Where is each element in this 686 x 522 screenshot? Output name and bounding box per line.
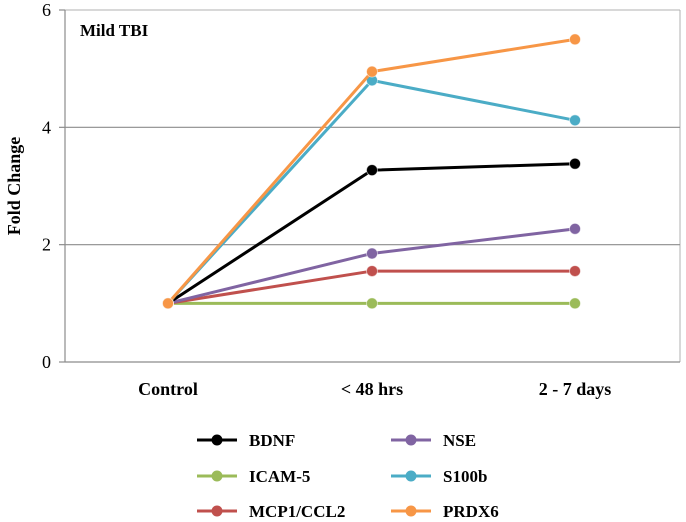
data-point-mcp1-ccl2 <box>569 265 581 277</box>
data-point-bdnf <box>569 157 581 170</box>
data-point-prdx6 <box>366 65 378 78</box>
y-axis-title: Fold Change <box>4 137 24 236</box>
y-tick-label: 4 <box>42 117 51 137</box>
legend-label: S100b <box>443 467 487 486</box>
legend-label: MCP1/CCL2 <box>249 502 345 521</box>
series-prdx6 <box>162 33 581 310</box>
legend-label: ICAM-5 <box>249 467 310 486</box>
data-point-nse <box>366 247 378 260</box>
legend-item-s100b: S100b <box>391 467 487 486</box>
legend-swatch-marker <box>405 505 417 517</box>
legend-label: PRDX6 <box>443 502 499 521</box>
series-lines <box>162 33 581 310</box>
data-point-prdx6 <box>162 297 174 310</box>
legend-item-nse: NSE <box>391 431 476 450</box>
legend-label: NSE <box>443 431 476 450</box>
gridlines <box>65 9 681 362</box>
data-point-prdx6 <box>569 33 581 46</box>
x-tick-label: Control <box>138 379 198 399</box>
chart-title: Mild TBI <box>80 21 149 40</box>
y-tick-label: 6 <box>42 0 51 20</box>
legend-item-prdx6: PRDX6 <box>391 502 499 521</box>
legend-swatch-marker <box>211 434 223 446</box>
data-point-mcp1-ccl2 <box>366 265 378 277</box>
data-point-s100b <box>569 114 581 127</box>
series-icam-5 <box>162 297 581 310</box>
legend-swatch-marker <box>405 470 417 482</box>
legend-swatch-marker <box>405 434 417 446</box>
legend-swatch-marker <box>211 505 223 517</box>
legend-label: BDNF <box>249 431 295 450</box>
data-point-icam-5 <box>366 297 378 310</box>
x-tick-label: < 48 hrs <box>341 379 403 399</box>
data-point-icam-5 <box>569 297 581 310</box>
legend-item-bdnf: BDNF <box>197 431 295 450</box>
y-tick-label: 2 <box>42 235 51 255</box>
legend-item-icam-5: ICAM-5 <box>197 467 310 486</box>
legend-item-mcp1-ccl2: MCP1/CCL2 <box>197 502 345 521</box>
y-tick-label: 0 <box>42 352 51 372</box>
axes: 0 2 4 6 Control < 48 hrs 2 - 7 days Fold Change… <box>4 0 680 399</box>
data-point-nse <box>569 222 581 235</box>
data-point-bdnf <box>366 164 378 177</box>
series-bdnf <box>162 157 581 310</box>
x-tick-label: 2 - 7 days <box>539 379 612 399</box>
legend-swatch-marker <box>211 470 223 482</box>
legend: BDNF NSE ICAM-5 S100b MCP1/CCL2 PRDX6 <box>197 431 499 521</box>
